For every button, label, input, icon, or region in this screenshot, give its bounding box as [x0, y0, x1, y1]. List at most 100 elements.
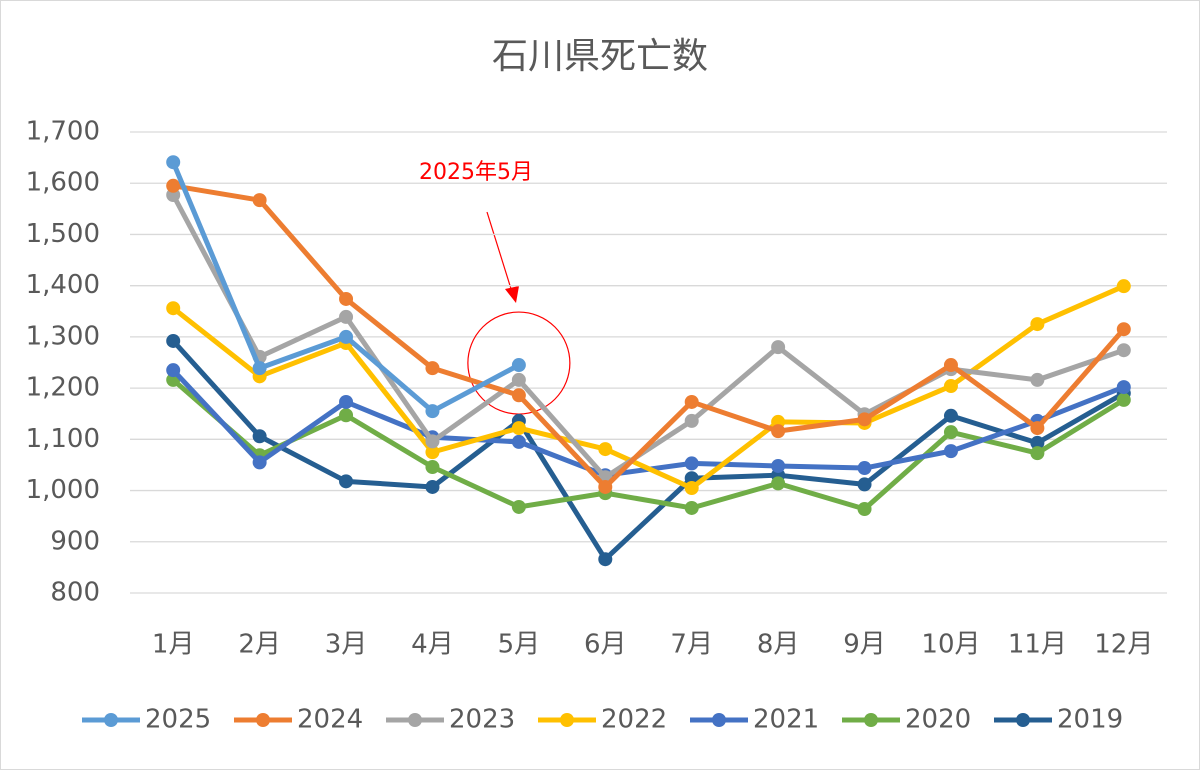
data-point — [1116, 322, 1131, 337]
data-point — [1030, 435, 1045, 450]
legend-marker — [560, 713, 574, 727]
series-line — [171, 339, 1126, 562]
legend-label: 2024 — [297, 705, 363, 735]
series — [166, 155, 526, 419]
data-point — [771, 340, 786, 355]
data-point — [511, 421, 526, 436]
data-point — [166, 178, 181, 193]
data-point — [857, 501, 872, 516]
x-tick-label: 12月 — [1094, 630, 1153, 660]
data-point — [339, 474, 354, 489]
data-point — [684, 500, 699, 515]
data-point — [684, 394, 699, 409]
data-point — [511, 388, 526, 403]
data-point — [598, 442, 613, 457]
data-point — [684, 471, 699, 486]
data-point — [166, 155, 181, 170]
y-tick-label: 1,000 — [26, 475, 100, 505]
data-point — [1030, 317, 1045, 332]
y-tick-label: 1,600 — [26, 168, 100, 198]
data-point — [943, 425, 958, 440]
series-line — [171, 193, 1125, 480]
legend-marker — [408, 713, 422, 727]
data-point — [339, 329, 354, 344]
data-point — [943, 358, 958, 373]
data-point — [425, 361, 440, 376]
data-point — [166, 301, 181, 316]
data-point — [166, 333, 181, 348]
x-tick-label: 5月 — [498, 630, 541, 660]
x-tick-label: 9月 — [843, 630, 886, 660]
data-point — [771, 476, 786, 491]
data-point — [339, 408, 354, 423]
data-point — [857, 412, 872, 427]
data-point — [598, 479, 613, 494]
data-point — [771, 458, 786, 473]
legend-label: 2025 — [145, 705, 211, 735]
series — [166, 178, 1131, 494]
y-tick-label: 1,200 — [26, 373, 100, 403]
data-point — [339, 394, 354, 409]
data-point — [425, 479, 440, 494]
legend-marker — [104, 713, 118, 727]
data-point — [857, 461, 872, 476]
series — [166, 188, 1131, 485]
data-point — [1030, 446, 1045, 461]
data-point — [771, 424, 786, 439]
series-line — [171, 378, 1126, 512]
data-point — [1116, 279, 1131, 294]
legend-marker — [864, 713, 878, 727]
data-point — [1116, 392, 1131, 407]
y-tick-label: 1,300 — [26, 321, 100, 351]
data-point — [857, 477, 872, 492]
legend-label: 2019 — [1057, 705, 1123, 735]
data-point — [252, 193, 267, 208]
data-point — [425, 445, 440, 460]
data-point — [425, 404, 440, 419]
data-point — [425, 434, 440, 449]
data-point — [511, 358, 526, 373]
x-tick-label: 11月 — [1008, 630, 1067, 660]
x-tick-label: 3月 — [325, 630, 368, 660]
x-tick-label: 10月 — [921, 630, 980, 660]
data-point — [339, 291, 354, 306]
data-point — [943, 379, 958, 394]
y-tick-label: 900 — [50, 526, 100, 556]
data-point — [1116, 380, 1131, 395]
chart-title: 石川県死亡数 — [492, 36, 708, 77]
x-tick-label: 8月 — [757, 630, 800, 660]
data-point — [252, 361, 267, 376]
x-tick-label: 7月 — [670, 630, 713, 660]
legend-label: 2023 — [449, 705, 515, 735]
data-point — [684, 413, 699, 428]
data-point — [598, 552, 613, 567]
data-point — [339, 309, 354, 324]
data-point — [684, 480, 699, 495]
data-point — [1030, 421, 1045, 436]
data-point — [943, 408, 958, 423]
data-point — [166, 363, 181, 378]
x-tick-label: 4月 — [411, 630, 454, 660]
annotation-arrow — [486, 211, 513, 293]
legend-label: 2021 — [753, 705, 819, 735]
y-tick-label: 1,100 — [26, 424, 100, 454]
x-tick-label: 2月 — [238, 630, 281, 660]
y-tick-label: 800 — [50, 578, 100, 608]
data-point — [1116, 343, 1131, 358]
legend-label: 2020 — [905, 705, 971, 735]
data-point — [252, 455, 267, 470]
x-tick-label: 6月 — [584, 630, 627, 660]
data-point — [252, 429, 267, 444]
y-tick-label: 1,500 — [26, 219, 100, 249]
y-tick-label: 1,700 — [26, 117, 100, 147]
data-point — [425, 459, 440, 474]
series-line — [172, 183, 1126, 490]
data-point — [943, 444, 958, 459]
legend-label: 2022 — [601, 705, 667, 735]
x-tick-label: 1月 — [152, 630, 195, 660]
annotation: 2025年5月 — [419, 160, 533, 185]
data-point — [511, 499, 526, 514]
data-point — [684, 456, 699, 471]
data-point — [1030, 372, 1045, 387]
